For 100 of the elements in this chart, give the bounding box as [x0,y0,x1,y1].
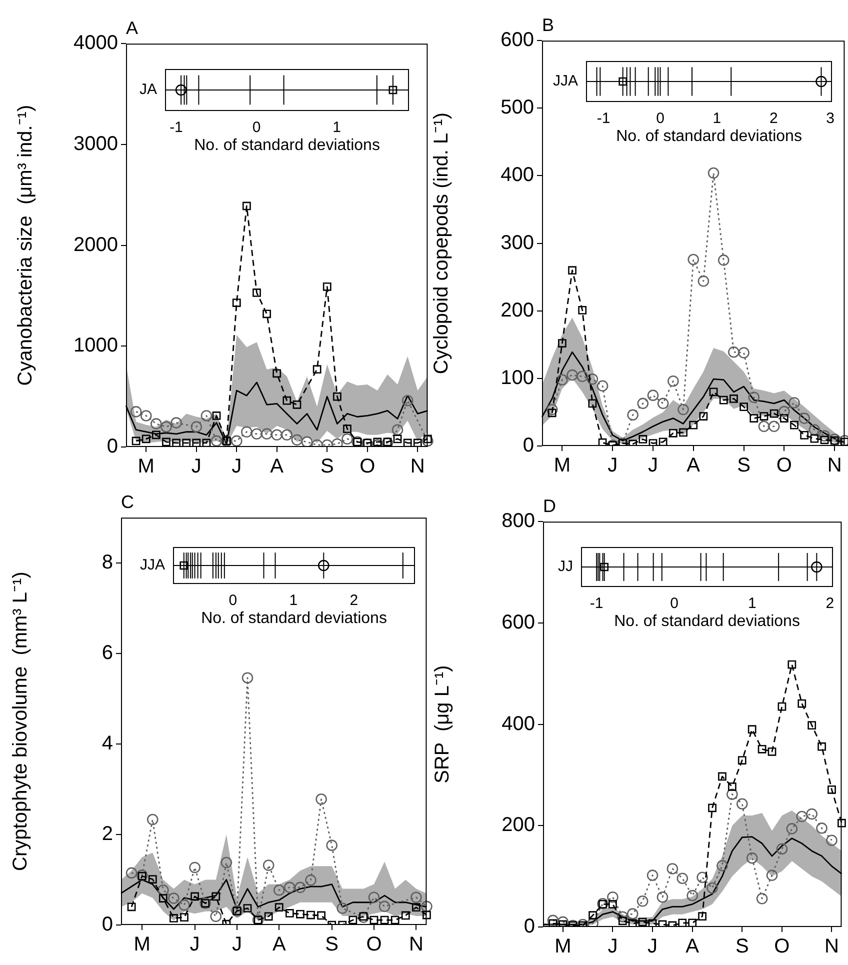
point [748,392,760,403]
point [818,430,830,442]
x-tick-label: M [554,454,571,477]
x-tick-label: J [232,934,242,956]
x-tick-label: 3 [826,110,834,128]
y-tick-label: 1000 [74,334,118,357]
point [262,310,271,318]
x-tick-label: 1 [289,592,298,610]
point [192,438,201,447]
x-axis-title: No. of standard deviations [614,612,800,630]
point [828,434,840,445]
y-tick-label: 6 [102,642,113,664]
point [626,908,638,920]
point [708,167,720,179]
x-tick-label: N [824,936,839,958]
point [264,912,273,921]
x-tick-label: N [827,454,842,477]
point [230,435,242,447]
point [728,346,740,358]
point [281,429,293,441]
point [296,910,304,918]
point [558,339,566,348]
point [322,282,332,291]
point [637,398,649,410]
point [326,840,338,851]
point [202,438,211,447]
point [282,396,292,405]
x-tick-label: A [270,456,284,478]
point [786,823,798,834]
point [718,772,726,781]
x-tick-label: 2 [769,110,778,128]
point [838,818,846,828]
point [756,892,768,904]
point [830,436,839,445]
point [393,434,402,444]
point [272,369,282,378]
x-tick-label: J [608,454,618,477]
x-axis-title: No. of standard deviations [616,128,802,145]
point [698,912,706,921]
point [726,788,738,800]
point [332,438,343,447]
y-tick-label: 3000 [74,132,118,155]
point [148,875,157,884]
point [628,440,637,446]
point [818,742,826,751]
point [273,884,285,896]
point [558,920,568,927]
point [556,374,568,386]
point [142,434,150,444]
x-tick-label: -1 [590,595,604,612]
point [798,699,806,708]
point [274,903,284,912]
point [294,882,306,894]
point [317,911,326,920]
point [788,660,796,669]
x-tick-label: J [648,454,658,477]
point [728,782,736,791]
y-tick-label: 0 [106,436,118,458]
point [738,347,750,358]
point [750,414,758,422]
y-tick-label: 600 [502,611,535,634]
point [740,402,748,411]
point [424,434,432,444]
point [182,438,191,447]
point [421,900,432,912]
x-tick-label: 0 [656,110,664,128]
point [548,919,558,927]
point [790,420,798,430]
point [820,436,829,444]
point [646,870,658,881]
point [810,434,819,443]
y-tick-label: 4 [102,732,113,754]
point [780,414,788,422]
x-tick-label: 2 [350,592,358,610]
point [698,275,710,287]
point [828,785,836,794]
point [598,438,607,446]
x-tick-label: A [686,454,701,477]
point [658,438,668,446]
x-axis-title: No. of standard deviations [194,136,380,154]
point [422,435,434,447]
point [758,420,770,432]
x-tick-label: J [191,456,202,478]
point [336,902,348,914]
x-tick-label: A [686,936,700,958]
point [816,822,828,834]
point [778,406,790,418]
point [666,863,678,874]
point [688,254,699,266]
y-tick-label: 4000 [74,32,118,54]
point [689,420,698,430]
x-tick-label: 0 [670,595,679,612]
x-tick-label: N [408,934,424,956]
x-tick-label: S [325,934,338,956]
y-tick-label: 300 [500,232,534,254]
point [566,369,578,381]
point [251,428,262,440]
point [718,254,730,266]
x-tick-label: 1 [748,595,756,612]
x-tick-label: A [272,934,286,956]
